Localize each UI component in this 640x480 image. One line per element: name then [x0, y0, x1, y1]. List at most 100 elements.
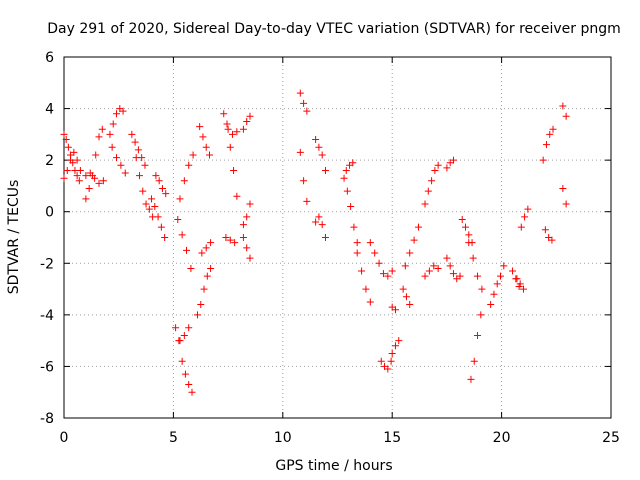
data-point [300, 177, 308, 185]
data-point [243, 213, 251, 221]
data-point [395, 337, 403, 345]
data-point [406, 301, 414, 309]
data-point [63, 166, 71, 174]
data-point [220, 110, 228, 118]
data-point [180, 177, 188, 185]
series-arc-s [222, 234, 239, 247]
data-point [539, 156, 547, 164]
data-point [148, 195, 156, 203]
data-point [318, 221, 326, 229]
data-point [202, 244, 210, 252]
series-arc-n [193, 264, 215, 319]
data-point [109, 120, 117, 128]
series-arc-ag [388, 303, 399, 314]
series-arc-g [132, 154, 157, 221]
series-arc-ad [366, 239, 396, 280]
data-point [139, 187, 147, 195]
data-point [421, 272, 429, 280]
data-point [517, 223, 525, 231]
y-tick-label: 4 [45, 102, 54, 118]
data-point [92, 151, 100, 159]
series-arc-j [172, 324, 196, 396]
data-point [199, 133, 207, 141]
data-point [185, 161, 193, 169]
data-point [296, 89, 304, 97]
series-arc-y [312, 136, 329, 174]
series-arc-ah [399, 285, 414, 309]
data-point [185, 380, 193, 388]
data-point [226, 143, 234, 151]
data-point [321, 234, 329, 241]
data-point [228, 130, 236, 138]
data-point [353, 239, 361, 247]
data-point [121, 169, 129, 177]
data-point [198, 249, 206, 257]
series-arc-t [239, 112, 254, 133]
x-tick-label: 15 [383, 430, 401, 446]
data-point [377, 357, 385, 365]
data-point [86, 169, 94, 177]
data-point [226, 236, 234, 244]
series-arc-u [239, 200, 254, 229]
series-arc-ak [421, 262, 442, 280]
data-point [183, 246, 191, 254]
data-point [465, 231, 473, 239]
data-point [70, 148, 78, 156]
data-point [196, 123, 204, 131]
data-point [296, 148, 304, 156]
data-point [303, 107, 311, 115]
data-point [233, 192, 241, 200]
data-point [562, 200, 570, 208]
data-point [524, 205, 532, 213]
data-point [161, 234, 169, 241]
data-point [449, 270, 457, 278]
data-point [371, 249, 379, 257]
data-point [402, 293, 410, 301]
data-point [141, 161, 149, 169]
data-point [456, 272, 464, 280]
data-point [203, 272, 211, 280]
series-arc-at [517, 205, 532, 231]
data-point [197, 301, 205, 309]
data-point [60, 174, 68, 182]
data-point [443, 164, 451, 172]
data-point [246, 112, 254, 120]
data-point [73, 172, 81, 180]
data-point [548, 236, 556, 244]
data-point [85, 185, 93, 193]
series-arc-d [106, 105, 127, 138]
series-arc-ab [342, 159, 357, 174]
data-point [176, 337, 184, 345]
data-point [353, 249, 361, 257]
data-point [350, 223, 358, 231]
data-point [95, 133, 103, 141]
data-point [207, 264, 215, 272]
data-point [469, 254, 477, 262]
data-point [113, 110, 121, 118]
data-point [366, 298, 374, 306]
data-point [178, 231, 186, 239]
data-point [239, 234, 247, 241]
data-point [477, 311, 485, 319]
data-point [474, 331, 482, 339]
data-point [189, 151, 197, 159]
data-point [343, 187, 351, 195]
data-point [490, 290, 498, 298]
axis-ticks [63, 56, 612, 419]
data-point [181, 370, 189, 378]
data-point [312, 218, 320, 226]
data-point [178, 357, 186, 365]
data-point [222, 234, 230, 241]
data-point [315, 143, 323, 151]
y-tick-label: -4 [40, 308, 54, 324]
data-point [431, 166, 439, 174]
data-point [98, 125, 106, 133]
series-arc-b [82, 125, 106, 203]
series-arc-am [443, 254, 464, 283]
data-point [239, 125, 247, 133]
data-point [128, 130, 136, 138]
y-tick-label: 6 [45, 50, 54, 66]
data-point [399, 285, 407, 293]
data-point [60, 130, 68, 138]
data-point [449, 156, 457, 164]
